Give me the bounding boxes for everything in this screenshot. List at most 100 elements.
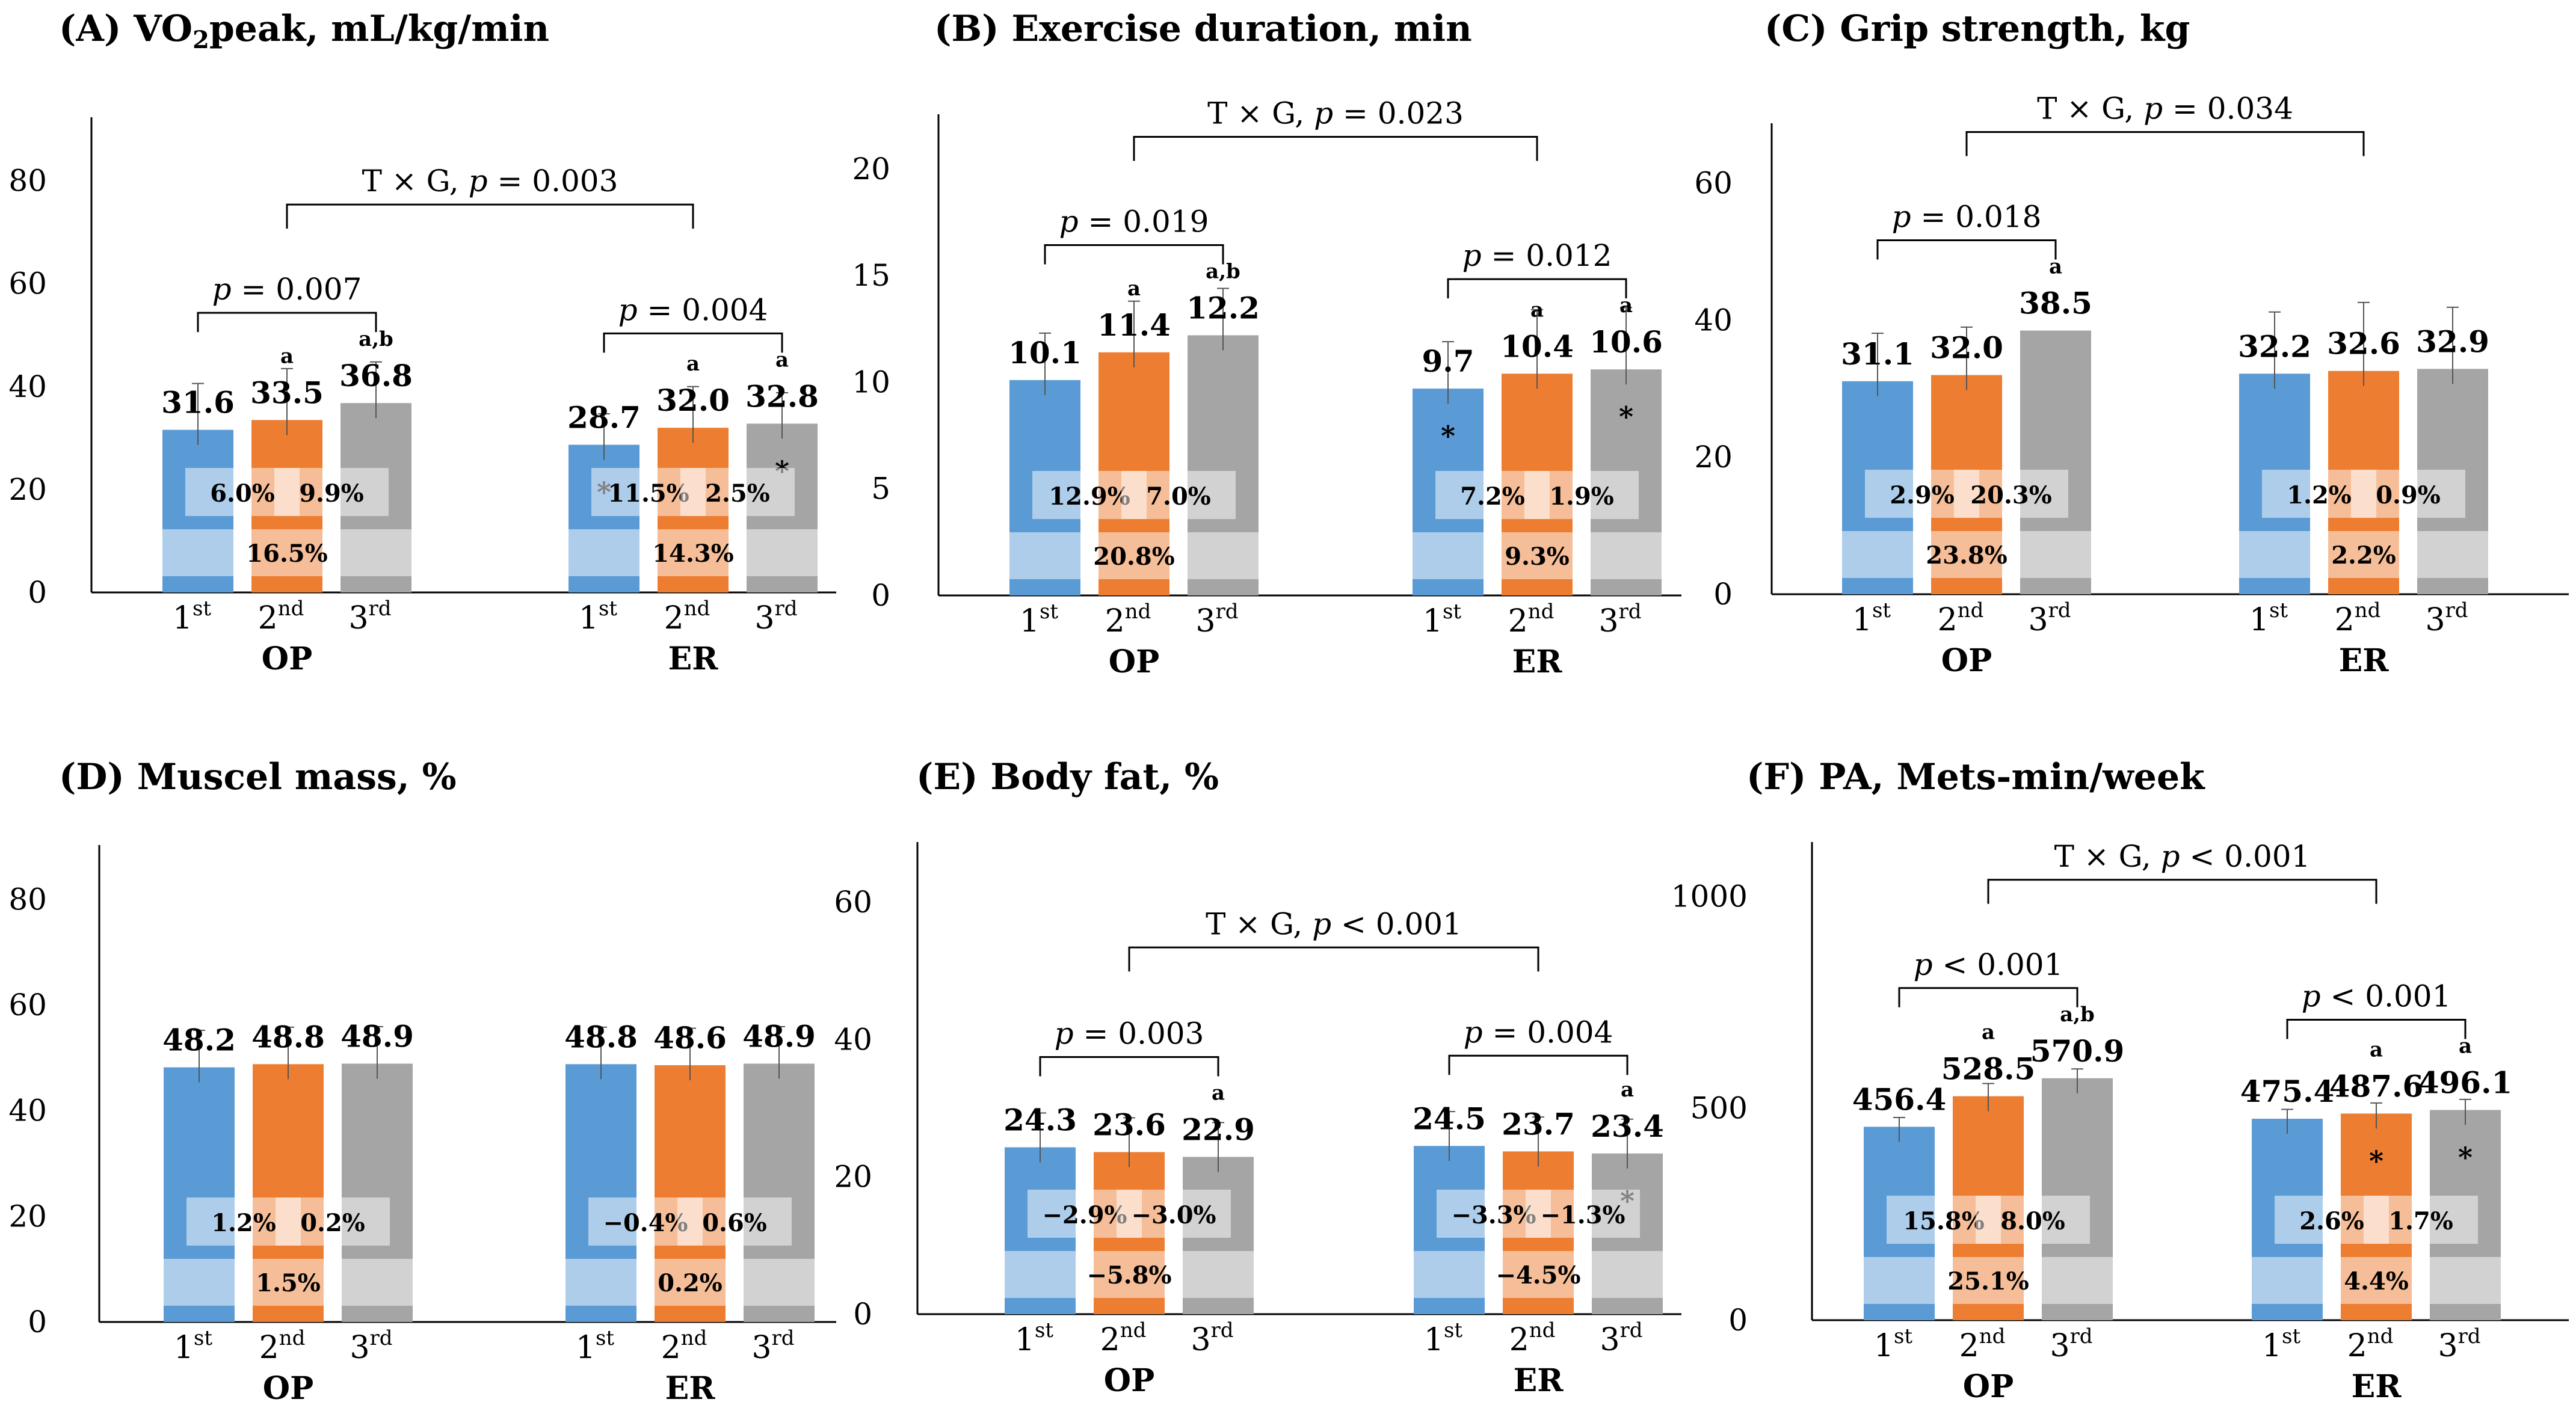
group-label: ER — [1512, 644, 1563, 680]
category-label: 2nd — [1509, 1318, 1556, 1358]
significance-star: * — [1619, 401, 1633, 433]
within-bracket — [1876, 239, 2057, 260]
y-tick-label: 40 — [1694, 303, 1733, 337]
significance-letter: a — [1621, 1078, 1634, 1102]
category-label: 3rd — [2438, 1324, 2480, 1364]
category-label: 2nd — [664, 597, 710, 636]
significance-star: * — [2458, 1141, 2473, 1173]
interaction-p-label: T × G, p < 0.001 — [2054, 839, 2311, 874]
within-bracket — [603, 332, 783, 353]
y-tick-label: 40 — [834, 1022, 872, 1057]
y-tick-label: 20 — [852, 152, 890, 186]
percent-box — [1117, 1190, 1231, 1238]
percent-total-box — [1400, 532, 1674, 579]
y-tick-label: 80 — [8, 164, 47, 198]
percent-change-label: 12.9% — [1049, 482, 1130, 511]
value-label: 9.7 — [1422, 343, 1474, 379]
interaction-bracket — [1133, 135, 1538, 161]
group-label: ER — [2352, 1368, 2402, 1405]
y-tick-label: 10 — [852, 364, 890, 399]
significance-letter: a — [2370, 1037, 2383, 1062]
percent-box — [1526, 1190, 1640, 1238]
percent-total-label: 23.8% — [1926, 541, 2007, 570]
value-label: 38.5 — [2019, 286, 2092, 321]
category-label: 3rd — [1195, 600, 1238, 639]
panel-title: (C) Grip strength, kg — [1764, 8, 2190, 50]
value-label: 570.9 — [2030, 1033, 2125, 1069]
value-label: 11.4 — [1097, 307, 1171, 343]
panel-D: (D) Muscel mass, % 0 20 40 60 80 48.2 1st 48.8 2n… — [8, 756, 836, 1407]
percent-total-box — [993, 1251, 1266, 1298]
value-label: 456.4 — [1852, 1081, 1947, 1117]
percent-total-box — [2227, 531, 2500, 578]
significance-letter: a — [1127, 277, 1141, 301]
interaction-p-label: T × G, p = 0.023 — [1207, 96, 1464, 131]
panel-C: (C) Grip strength, kg 0 20 40 60 31.1 1st 32.0 2… — [1694, 8, 2569, 679]
percent-total-label: 9.3% — [1505, 543, 1570, 571]
panel-title: (B) Exercise duration, min — [934, 8, 1472, 50]
category-label: 2nd — [1508, 600, 1555, 639]
category-label: 1st — [1423, 600, 1462, 639]
y-tick-label: 0 — [1728, 1303, 1748, 1338]
value-label: 48.9 — [340, 1018, 414, 1054]
panel-A: (A) VO2peak, mL/kg/min 0 20 40 60 80 31.6 1st 33… — [8, 8, 836, 677]
percent-total-label: 25.1% — [1947, 1267, 2029, 1296]
panel-title: (A) VO2peak, mL/kg/min — [59, 8, 549, 54]
value-label: 10.1 — [1008, 335, 1082, 370]
y-tick-label: 20 — [834, 1160, 872, 1194]
percent-total-box — [152, 1259, 425, 1306]
value-label: 496.1 — [2418, 1065, 2513, 1100]
percent-change-label: 6.0% — [210, 479, 275, 508]
group-label: OP — [1963, 1368, 2014, 1405]
significance-star: * — [2369, 1145, 2383, 1177]
percent-total-label: 2.2% — [2331, 541, 2396, 570]
significance-letter: a — [2459, 1034, 2472, 1058]
percent-box — [274, 468, 389, 516]
value-label: 24.3 — [1003, 1102, 1077, 1138]
interaction-bracket — [1965, 131, 2365, 156]
within-bracket — [2286, 1018, 2467, 1039]
percent-change-label: 2.6% — [2299, 1207, 2364, 1235]
significance-letter: a — [686, 352, 700, 376]
category-label: 1st — [1020, 600, 1059, 639]
value-label: 32.0 — [1930, 330, 2003, 366]
category-label: 2nd — [2347, 1324, 2394, 1364]
value-label: 32.2 — [2238, 328, 2311, 364]
category-label: 2nd — [2335, 598, 2381, 638]
within-p-label: p = 0.012 — [1462, 238, 1612, 273]
category-label: 1st — [173, 597, 212, 636]
within-p-label: p = 0.004 — [1464, 1015, 1613, 1050]
panel-F: (F) PA, Mets-min/week 0 500 1000 456.4 1st 528… — [1671, 756, 2569, 1405]
value-label: 528.5 — [1941, 1051, 2036, 1087]
y-tick-label: 0 — [28, 575, 47, 610]
y-tick-label: 1000 — [1671, 879, 1748, 914]
percent-total-label: −4.5% — [1496, 1261, 1580, 1290]
y-tick-label: 40 — [8, 369, 47, 404]
percent-total-box — [997, 532, 1271, 579]
value-label: 33.5 — [250, 375, 324, 410]
within-bracket — [197, 312, 377, 333]
category-label: 1st — [2262, 1324, 2301, 1364]
value-label: 31.1 — [1841, 336, 1914, 372]
percent-total-label: 1.5% — [256, 1269, 321, 1297]
percent-change-label: −0.4% — [603, 1209, 688, 1237]
value-label: 23.6 — [1092, 1107, 1166, 1143]
category-label: 1st — [174, 1326, 213, 1366]
significance-letter: a — [1619, 294, 1633, 318]
category-label: 2nd — [258, 597, 304, 636]
within-bracket — [1448, 1054, 1628, 1075]
percent-box — [1954, 470, 2068, 518]
percent-total-label: 14.3% — [652, 539, 733, 568]
percent-total-box — [556, 529, 830, 576]
category-label: 1st — [2249, 598, 2288, 638]
value-label: 32.9 — [2416, 324, 2489, 359]
percent-box — [276, 1197, 390, 1246]
value-label: 48.2 — [162, 1022, 236, 1058]
category-label: 2nd — [259, 1326, 306, 1366]
category-label: 3rd — [754, 597, 797, 636]
y-tick-label: 60 — [8, 266, 47, 301]
percent-change-label: 8.0% — [2000, 1207, 2065, 1235]
y-tick-label: 0 — [853, 1297, 872, 1332]
within-bracket — [1898, 987, 2078, 1007]
panel-E: (E) Body fat, % 0 20 40 60 24.3 1st 23.6 2nd 22.9… — [834, 756, 1681, 1399]
